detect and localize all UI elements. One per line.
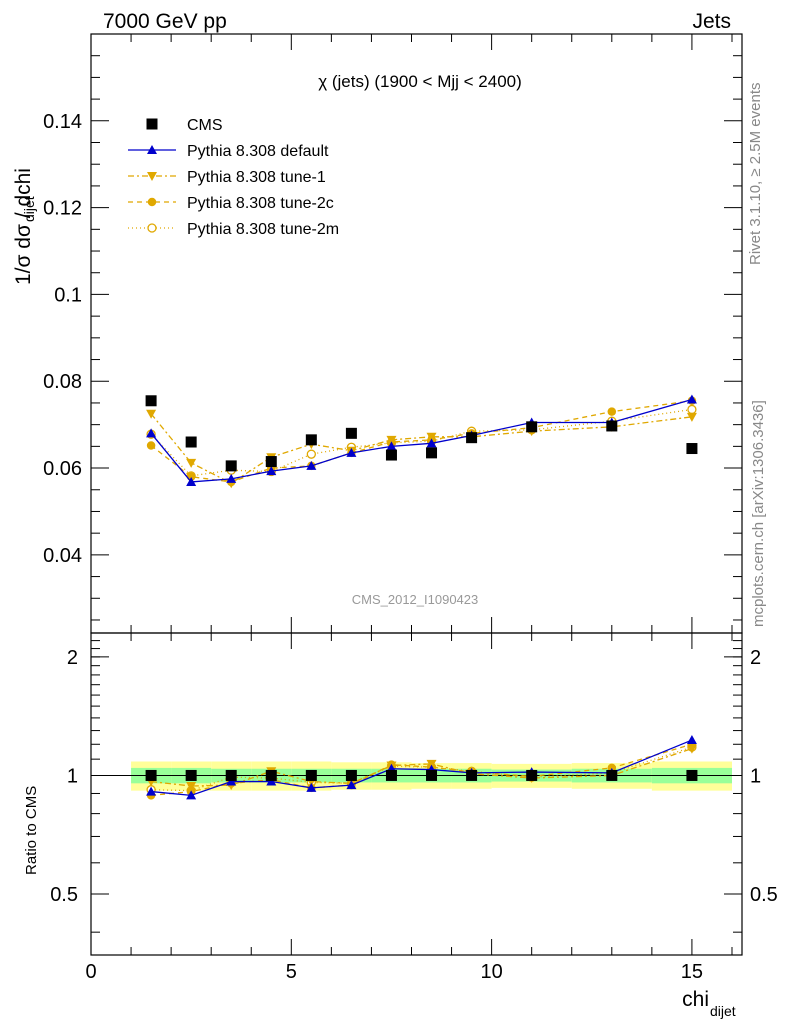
legend-label: Pythia 8.308 tune-2c	[187, 195, 334, 212]
legend-label: CMS	[187, 117, 223, 134]
watermark: CMS_2012_I1090423	[352, 592, 479, 607]
ratio-tick-label-right: 0.5	[750, 884, 778, 906]
ratio-tick-label: 0.5	[50, 884, 78, 906]
data-point	[186, 476, 197, 486]
y-tick-label: 0.14	[43, 111, 82, 133]
ratio-point	[186, 790, 197, 800]
header-right: Jets	[692, 10, 731, 33]
data-point	[185, 436, 197, 448]
x-tick-label: 5	[286, 961, 297, 983]
data-point	[687, 404, 697, 415]
x-tick-label: 15	[681, 961, 703, 983]
data-point	[426, 447, 438, 459]
data-point	[146, 441, 156, 450]
ratio-point	[686, 735, 697, 745]
ratio-point	[146, 786, 157, 796]
y-tick-label: 0.06	[43, 458, 82, 480]
x-tick-label: 10	[480, 961, 502, 983]
legend-label: Pythia 8.308 tune-2m	[187, 221, 339, 238]
data-point	[186, 458, 197, 468]
mcplots-label: mcplots.cern.ch [arXiv:1306.3436]	[750, 400, 767, 627]
data-point	[306, 460, 317, 470]
ratio-tick-label-right: 2	[750, 647, 761, 669]
y-tick-label: 0.04	[43, 545, 82, 567]
ratio-point	[686, 769, 698, 781]
data-point	[225, 460, 237, 472]
data-point	[386, 441, 397, 451]
ratio-point	[426, 759, 437, 769]
data-point	[385, 449, 397, 461]
ratio-point	[426, 769, 438, 781]
legend-label: Pythia 8.308 default	[187, 143, 329, 160]
y-tick-label: 0.08	[43, 371, 82, 393]
ratio-point	[226, 776, 237, 786]
y-tick-label: 0.1	[54, 284, 82, 306]
data-point	[146, 428, 157, 438]
main-plot: 0.04 0.06 0.08 0.1 0.12 0.14	[43, 33, 743, 955]
legend-marker	[147, 145, 157, 154]
series-line	[150, 400, 693, 483]
data-point	[686, 412, 697, 422]
ratio-tick-label: 1	[67, 765, 78, 787]
data-point	[607, 407, 617, 416]
ratio-series-line	[151, 747, 693, 787]
plot-title: χ (jets) (1900 < Mjj < 2400)	[318, 72, 522, 91]
ratio-plot: 0 5 10 15 0.5 0.5 1 1 2 2	[50, 632, 778, 983]
legend-marker	[147, 172, 157, 181]
ratio-point	[345, 769, 357, 781]
data-point	[146, 409, 157, 419]
ratio-tick-label-right: 1	[750, 765, 761, 787]
data-point	[306, 449, 316, 459]
ratio-point	[385, 769, 397, 781]
ratio-point	[306, 782, 317, 792]
ratio-point	[526, 769, 538, 781]
data-point	[526, 421, 538, 433]
ratio-y-label: Ratio to CMS	[23, 786, 40, 875]
ratio-point	[466, 769, 478, 781]
data-point	[606, 420, 618, 432]
legend-label: Pythia 8.308 tune-1	[187, 169, 326, 186]
ratio-point	[186, 782, 197, 792]
data-point	[305, 434, 317, 446]
data-point	[426, 432, 437, 442]
series-line	[150, 398, 693, 483]
ratio-frame	[90, 632, 743, 956]
y-axis-label: 1/σ dσ / dchi dijet	[12, 168, 37, 285]
data-point	[266, 466, 277, 476]
legend-marker	[146, 118, 158, 130]
header-left: 7000 GeV pp	[103, 10, 227, 33]
legend: CMS Pythia 8.308 default Pythia 8.308 tune…	[128, 117, 339, 238]
y-axis-label-text: 1/σ dσ / dchi	[12, 168, 35, 285]
ratio-point	[185, 769, 197, 781]
y-tick-label: 0.12	[43, 198, 82, 220]
ratio-point	[606, 769, 618, 781]
data-point	[426, 438, 437, 448]
x-tick-label: 0	[85, 961, 96, 983]
data-point	[386, 435, 397, 445]
data-point	[466, 432, 478, 444]
ratio-point	[266, 776, 277, 786]
data-point	[686, 443, 698, 455]
data-point	[686, 394, 697, 404]
ratio-point	[145, 769, 157, 781]
data-point	[345, 427, 357, 439]
legend-marker	[147, 197, 157, 207]
ratio-point	[225, 769, 237, 781]
data-point	[346, 447, 357, 457]
y-axis-label-sub: dijet	[21, 196, 37, 222]
ratio-series-line	[151, 739, 693, 797]
legend-marker	[147, 223, 157, 233]
ratio-point	[346, 780, 357, 790]
data-point	[265, 456, 277, 468]
ratio-point	[686, 744, 697, 754]
ratio-point	[305, 769, 317, 781]
x-axis-label: chi	[682, 988, 709, 1011]
rivet-label: Rivet 3.1.10, ≥ 2.5M events	[747, 83, 764, 266]
data-point	[145, 395, 157, 407]
data-point	[226, 473, 237, 483]
ratio-tick-label: 2	[67, 647, 78, 669]
ratio-point	[265, 769, 277, 781]
x-axis-label-sub: dijet	[710, 1003, 736, 1019]
